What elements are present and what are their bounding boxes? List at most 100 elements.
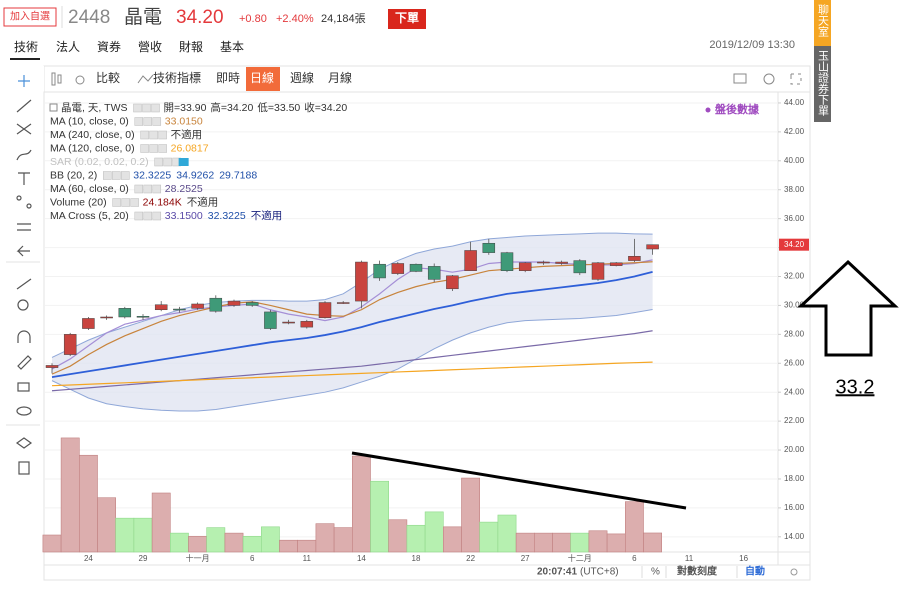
legend-control[interactable] bbox=[143, 117, 153, 126]
legend-control[interactable] bbox=[152, 117, 162, 126]
icon[interactable] bbox=[75, 75, 85, 85]
volume-bar bbox=[315, 523, 335, 553]
tab[interactable]: 財報 bbox=[179, 39, 203, 54]
icon[interactable] bbox=[57, 74, 62, 84]
icon[interactable] bbox=[790, 73, 802, 85]
tool-lock-draw[interactable] bbox=[17, 355, 32, 370]
legend-toggle[interactable] bbox=[178, 158, 189, 166]
tool-back[interactable] bbox=[16, 245, 30, 257]
icon[interactable] bbox=[137, 74, 154, 84]
tool-brush[interactable] bbox=[16, 149, 32, 161]
order-text[interactable]: 下單 bbox=[395, 11, 419, 25]
legend-control[interactable] bbox=[143, 211, 153, 221]
volume-bar bbox=[643, 532, 663, 553]
legend-control[interactable] bbox=[158, 130, 167, 140]
legend-control[interactable] bbox=[134, 117, 144, 126]
volume-bar bbox=[297, 539, 317, 553]
legend-control[interactable] bbox=[103, 171, 112, 180]
candle-body bbox=[100, 316, 113, 319]
watch-button[interactable] bbox=[3, 7, 57, 27]
candle-body bbox=[591, 262, 605, 280]
after-hours[interactable]: 盤後數據 bbox=[714, 102, 760, 116]
legend-value: 不適用 bbox=[187, 195, 219, 208]
toolbar-item[interactable]: 即時 bbox=[216, 71, 240, 85]
legend-control[interactable] bbox=[152, 184, 162, 194]
toolbar-item[interactable]: 週線 bbox=[290, 70, 314, 85]
legend-control[interactable] bbox=[121, 198, 130, 207]
watch-text[interactable]: 加入自選 bbox=[10, 10, 50, 23]
toolbar-items: 比較 技術指標 即時 日線 週線 月線 bbox=[96, 67, 352, 91]
legend-study: MA (120, close, 0) bbox=[50, 142, 135, 154]
toolbar-item[interactable]: 技術指標 bbox=[153, 70, 201, 85]
legend-control[interactable] bbox=[133, 103, 142, 113]
legend-control[interactable] bbox=[154, 157, 163, 167]
legend-value: 26.0817 bbox=[171, 142, 209, 154]
x-tick-label: 6 bbox=[632, 554, 637, 563]
side-button[interactable] bbox=[814, 46, 831, 122]
tool-zoom[interactable] bbox=[17, 299, 29, 311]
tool-fib[interactable] bbox=[16, 123, 32, 135]
stock-code: 2448 bbox=[68, 7, 110, 28]
tool-text[interactable] bbox=[18, 172, 30, 185]
icon[interactable] bbox=[763, 73, 775, 85]
tool-lock[interactable] bbox=[17, 382, 30, 392]
tool-pattern[interactable] bbox=[16, 195, 22, 201]
icon[interactable] bbox=[51, 72, 56, 86]
status-log[interactable]: 對數刻度 bbox=[677, 565, 718, 578]
toolbar-item[interactable]: 月線 bbox=[328, 70, 352, 85]
legend-control[interactable] bbox=[134, 211, 144, 221]
icon[interactable] bbox=[733, 73, 747, 84]
legend-control[interactable] bbox=[130, 198, 139, 207]
volume-bar bbox=[497, 514, 517, 553]
tab[interactable]: 營收 bbox=[138, 40, 162, 54]
legend-control[interactable] bbox=[134, 184, 144, 194]
tool-pattern[interactable] bbox=[26, 203, 32, 209]
tab[interactable]: 法人 bbox=[56, 40, 80, 54]
legend-control[interactable] bbox=[151, 103, 160, 113]
status-auto[interactable]: 自動 bbox=[745, 565, 765, 578]
tool-ruler[interactable] bbox=[16, 278, 32, 290]
order-button[interactable] bbox=[388, 9, 426, 29]
tab[interactable]: 基本 bbox=[220, 40, 244, 54]
y-tick-label: 24.00 bbox=[784, 387, 805, 396]
legend-control[interactable] bbox=[158, 144, 167, 153]
x-tick-label: 14 bbox=[357, 554, 366, 563]
trade-volume: 24,184張 bbox=[321, 12, 366, 25]
settings-icon[interactable] bbox=[790, 568, 798, 576]
legend-control[interactable] bbox=[163, 157, 172, 167]
legend-control[interactable] bbox=[152, 211, 162, 221]
tool-eye[interactable] bbox=[16, 406, 32, 416]
tab[interactable]: 技術 bbox=[14, 40, 38, 54]
volume-bar bbox=[60, 437, 80, 553]
volume-bar bbox=[170, 532, 189, 553]
toolbar-active[interactable] bbox=[246, 67, 280, 91]
side-button-text[interactable]: 聊天室 bbox=[817, 3, 830, 37]
tool-forecast[interactable] bbox=[17, 223, 31, 231]
side-button-text[interactable]: 玉山證券下單 bbox=[817, 50, 830, 116]
toolbar bbox=[43, 65, 811, 93]
legend-control[interactable] bbox=[149, 144, 158, 153]
toolbar-item[interactable]: 日線 bbox=[250, 70, 274, 85]
tool-line[interactable] bbox=[16, 99, 32, 113]
candle-body bbox=[555, 261, 568, 264]
candle-body bbox=[609, 262, 623, 266]
tool-magnet[interactable] bbox=[17, 330, 31, 343]
legend-control[interactable] bbox=[142, 103, 151, 113]
status-pct[interactable]: % bbox=[651, 567, 660, 578]
legend-control[interactable] bbox=[121, 171, 130, 180]
legend-control[interactable] bbox=[149, 130, 158, 140]
legend-control[interactable] bbox=[143, 184, 153, 194]
side-button[interactable] bbox=[814, 0, 831, 46]
toolbar-item[interactable]: 比較 bbox=[96, 70, 120, 85]
tool-trash[interactable] bbox=[18, 461, 30, 475]
candle-body bbox=[82, 318, 95, 329]
tool-layers[interactable] bbox=[15, 437, 33, 449]
volume-bar bbox=[42, 534, 62, 553]
legend-control[interactable] bbox=[140, 144, 149, 153]
legend-control[interactable] bbox=[112, 198, 121, 207]
tab[interactable]: 資券 bbox=[97, 39, 121, 54]
volume-bar bbox=[242, 535, 262, 553]
legend-control[interactable] bbox=[112, 171, 121, 180]
tool-crosshair[interactable] bbox=[18, 75, 30, 87]
legend-control[interactable] bbox=[140, 130, 149, 140]
